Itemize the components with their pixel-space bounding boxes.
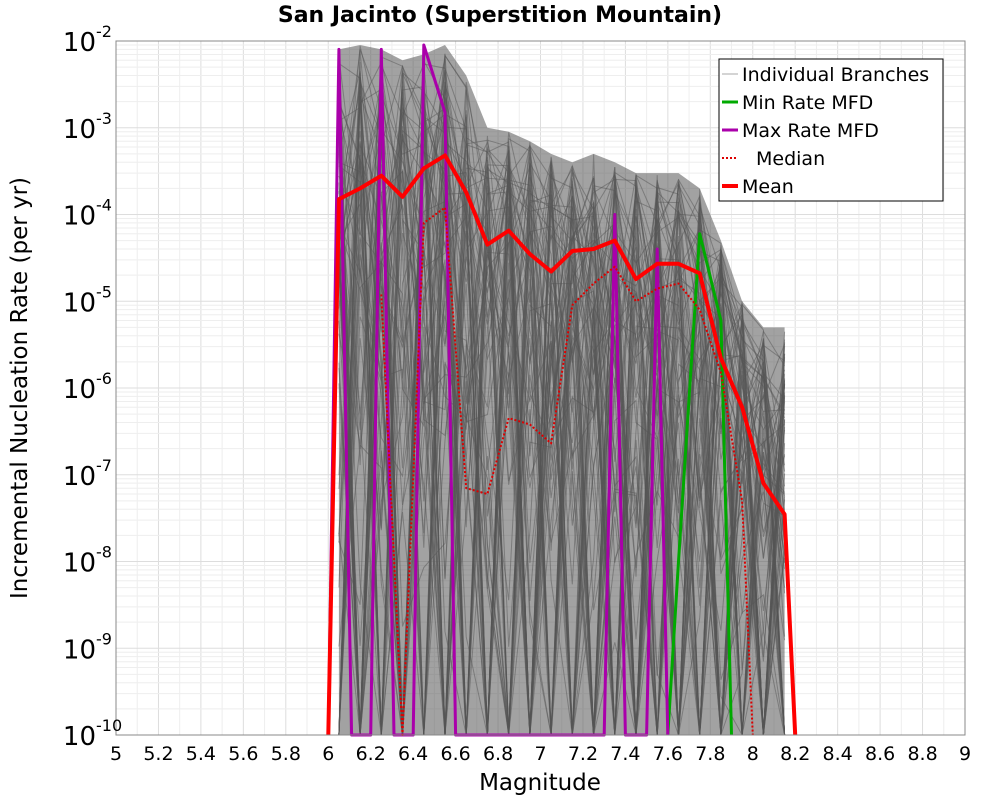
y-tick-label: 10 -8 [63, 543, 112, 579]
y-tick-exponent: -8 [96, 543, 112, 562]
x-tick-label: 8 [747, 743, 759, 765]
x-tick-label: 5.8 [271, 743, 301, 765]
x-tick-label: 6.4 [398, 743, 428, 765]
legend-label: Max Rate MFD [742, 120, 879, 142]
branch-line [338, 81, 785, 736]
individual-branches-band [338, 45, 786, 736]
x-tick-label: 6.2 [356, 743, 386, 765]
x-tick-label: 7.2 [568, 743, 598, 765]
x-tick-label: 5.2 [143, 743, 173, 765]
y-tick-base: 10 [63, 722, 96, 752]
plot-frame [115, 40, 966, 736]
y-tick-exponent: -5 [96, 282, 112, 301]
x-tick-label: 7.8 [695, 743, 725, 765]
x-tick-label: 7.6 [653, 743, 683, 765]
y-tick-label: 10 -4 [63, 196, 112, 232]
legend-items: Individual Branches Min Rate MFD Max Rate … [722, 64, 929, 198]
legend-item: Max Rate MFD [722, 120, 879, 142]
series-mean [326, 153, 798, 736]
y-tick-label: 10 -5 [63, 282, 112, 318]
y-tick-exponent: -7 [96, 456, 112, 475]
y-tick-base: 10 [63, 635, 96, 665]
y-axis-label: Incremental Nucleation Rate (per yr) [7, 177, 33, 599]
legend-item: Individual Branches [722, 64, 929, 86]
y-tick-label: 10 -3 [63, 109, 112, 145]
y-tick-base: 10 [63, 202, 96, 232]
y-tick-base: 10 [63, 462, 96, 492]
legend-label: Min Rate MFD [742, 92, 873, 114]
legend: Individual Branches Min Rate MFD Max Rate … [718, 58, 944, 202]
chart-title: San Jacinto (Superstition Mountain) [278, 3, 722, 28]
y-tick-label: 10 -6 [63, 369, 112, 405]
legend-box [718, 58, 944, 202]
branch-line [338, 189, 785, 736]
x-tick-label: 8.2 [780, 743, 810, 765]
x-tick-label: 8.6 [865, 743, 895, 765]
y-tick-exponent: -6 [96, 369, 112, 388]
legend-item: Median [722, 148, 825, 170]
x-tick-label: 5.4 [186, 743, 216, 765]
y-tick-exponent: -2 [96, 22, 112, 41]
x-tick-label: 8.8 [907, 743, 937, 765]
y-tick-label: 10 -7 [63, 456, 112, 492]
x-tick-label: 6 [322, 743, 334, 765]
branch-line [338, 126, 786, 736]
x-tick-label: 7 [534, 743, 546, 765]
y-tick-label: 10 -9 [63, 629, 112, 665]
y-tick-base: 10 [63, 549, 96, 579]
y-tick-label: 10 -2 [63, 22, 112, 58]
y-tick-exponent: -10 [96, 716, 122, 735]
x-tick-label: 5 [110, 743, 122, 765]
legend-label: Median [756, 148, 825, 170]
series-median [380, 206, 754, 736]
x-tick-label: 6.8 [483, 743, 513, 765]
y-tick-exponent: -3 [96, 109, 112, 128]
x-axis-label: Magnitude [479, 770, 601, 796]
x-tick-label: 7.4 [610, 743, 640, 765]
y-tick-exponent: -9 [96, 629, 112, 648]
legend-item: Min Rate MFD [722, 92, 873, 114]
y-tick-base: 10 [63, 28, 96, 58]
series-min-rate-mfd [666, 232, 733, 736]
y-tick-base: 10 [63, 375, 96, 405]
x-tick-label: 5.6 [228, 743, 258, 765]
legend-item: Mean [722, 176, 794, 198]
x-axis-ticks: 5 5.2 5.4 5.6 5.8 6 6.2 6.4 6.6 6.8 7 7.2 7.4 7.6 7.8 8… [110, 743, 971, 765]
y-tick-base: 10 [63, 115, 96, 145]
x-tick-label: 9 [959, 743, 971, 765]
x-tick-label: 6.6 [440, 743, 470, 765]
branch-line [338, 79, 786, 736]
legend-label: Mean [742, 176, 794, 198]
y-tick-base: 10 [63, 288, 96, 318]
branch-line [338, 71, 786, 736]
legend-label: Individual Branches [742, 64, 929, 86]
y-tick-label: 10 -10 [63, 716, 122, 752]
x-tick-label: 8.4 [823, 743, 853, 765]
y-tick-exponent: -4 [96, 196, 112, 215]
